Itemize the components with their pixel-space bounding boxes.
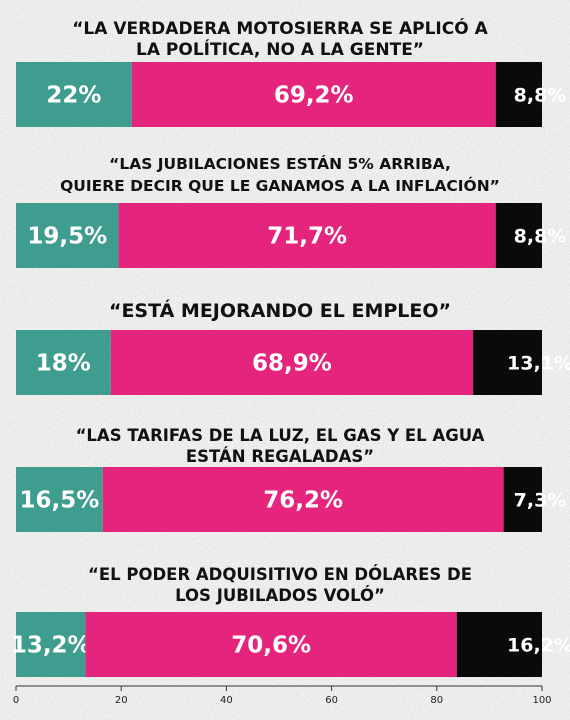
x-axis: 0 20 40 60 80 100 [13,685,552,706]
bar-data-label: 7,3% [514,490,567,512]
chart-rows: “LA VERDADERA MOTOSIERRA SE APLICÓ ALA P… [11,17,570,677]
x-tick-label: 0 [13,695,19,706]
bar-segment-disagree [102,467,504,532]
bar-data-label: 22% [46,83,101,109]
bar-data-label: 19,5% [27,224,107,250]
bar-data-label: 8,8% [514,85,567,107]
bar-data-label: 76,2% [263,488,343,514]
quote-line: “LAS TARIFAS DE LA LUZ, EL GAS Y EL AGUA [76,426,485,445]
x-tick-label: 100 [532,695,551,706]
bar-data-label: 68,9% [252,351,332,377]
quote-line: LA POLÍTICA, NO A LA GENTE” [136,38,424,60]
quote-line: ESTÁN REGALADAS” [186,447,374,466]
bar-segment-disagree [131,62,496,127]
bar-segment-disagree [85,612,457,677]
quote-line: “LA VERDADERA MOTOSIERRA SE APLICÓ A [72,17,488,39]
bar-segment-disagree [118,203,496,268]
bar-data-label: 71,7% [267,224,347,250]
bar-segment-unknown [495,62,542,127]
bar-segment-disagree [110,330,474,395]
bar-segment-agree [16,612,86,677]
bar-data-label: 13,2% [11,633,91,659]
chart-row: “ESTÁ MEJORANDO EL EMPLEO” 18% 68,9% 13,1% [16,299,570,395]
bar-data-label: 16,2% [507,635,570,657]
bar-segment-unknown [473,330,542,395]
chart-row: “EL PODER ADQUISITIVO EN DÓLARES DE LOS J… [11,565,570,677]
bar-data-label: 13,1% [507,353,570,375]
x-tick-label: 20 [115,695,128,706]
bar-segment-unknown [456,612,542,677]
bar-segment-agree [16,203,119,268]
bar-segment-agree [16,467,103,532]
bar-data-label: 18% [36,351,91,377]
chart-row: “LAS JUBILACIONES ESTÁN 5% ARRIBA, QUIERE… [16,154,566,268]
x-tick-label: 60 [325,695,338,706]
quote-line: “EL PODER ADQUISITIVO EN DÓLARES DE [88,565,472,584]
chart-row: “LA VERDADERA MOTOSIERRA SE APLICÓ ALA P… [16,17,566,127]
bar-data-label: 70,6% [231,633,311,659]
quote-line: “ESTÁ MEJORANDO EL EMPLEO” [109,299,451,322]
quote-line: “LAS JUBILACIONES ESTÁN 5% ARRIBA, [109,154,451,173]
bar-data-label: 8,8% [514,226,567,248]
bar-segment-agree [16,330,111,395]
chart-row: “LAS TARIFAS DE LA LUZ, EL GAS Y EL AGUA… [16,426,566,532]
bar-data-label: 69,2% [274,83,354,109]
bar-segment-unknown [503,467,542,532]
bar-data-label: 16,5% [19,488,99,514]
quote-line: QUIERE DECIR QUE LE GANAMOS A LA INFLACI… [60,176,500,195]
x-tick-label: 80 [430,695,443,706]
bar-segment-unknown [495,203,542,268]
bar-segment-agree [16,62,132,127]
x-tick-label: 40 [220,695,233,706]
quote-line: LOS JUBILADOS VOLÓ” [175,586,385,605]
